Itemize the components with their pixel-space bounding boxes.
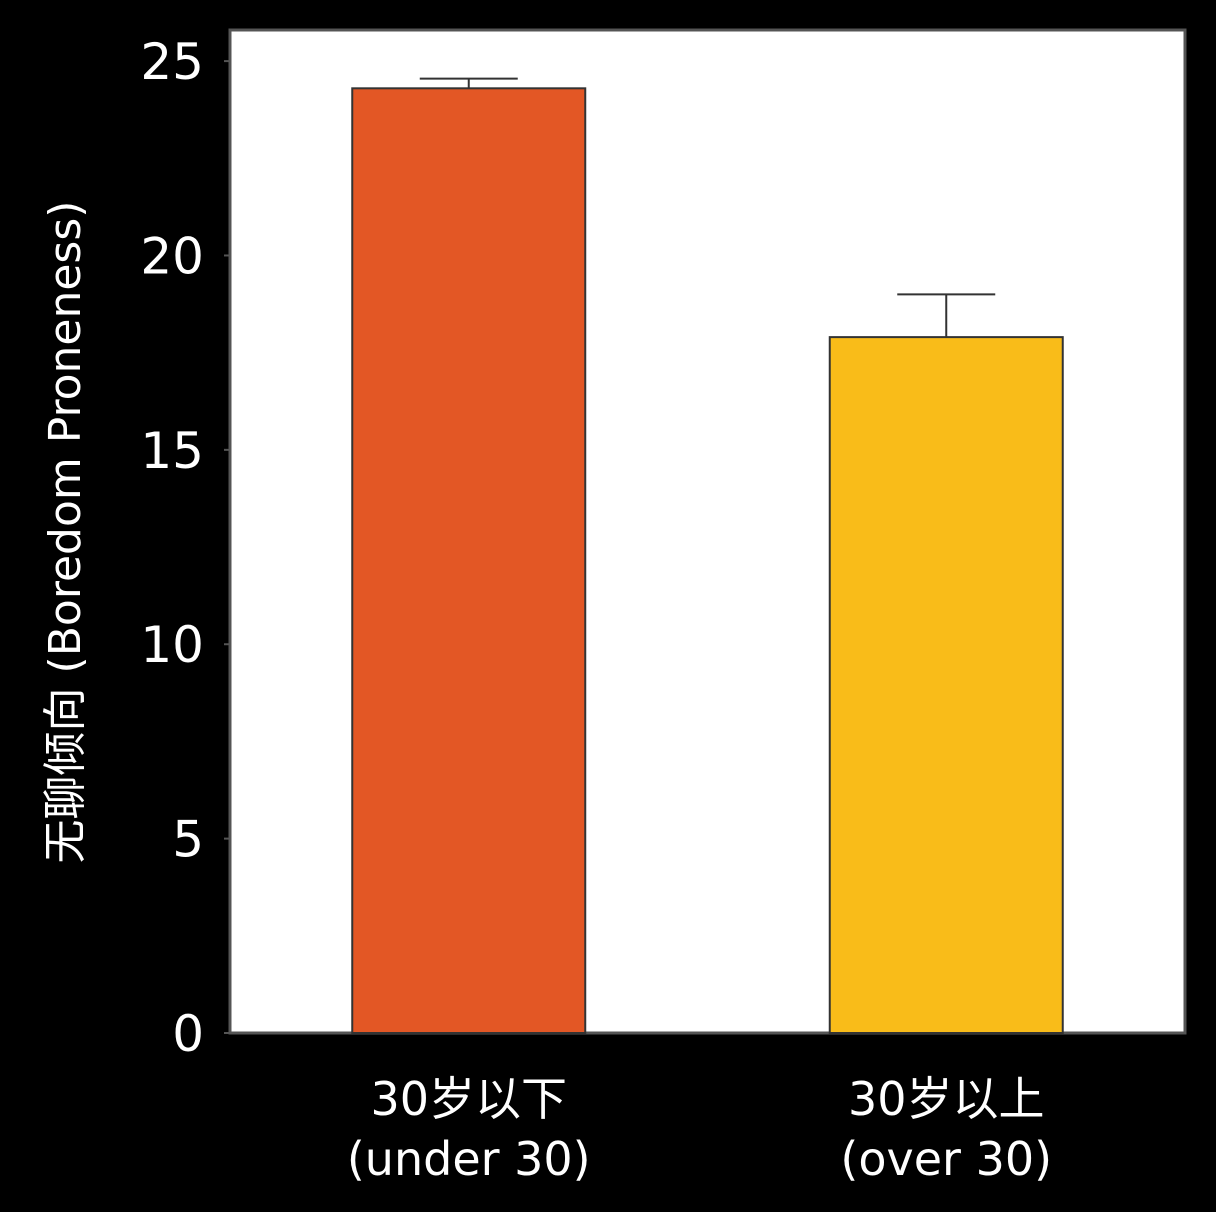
y-tick-label: 0 <box>172 1005 204 1063</box>
y-tick-label: 10 <box>140 616 204 674</box>
x-category-label-line1: 30岁以上 <box>848 1072 1045 1126</box>
y-tick-label: 15 <box>140 422 204 480</box>
bar <box>828 336 1064 1034</box>
y-tick-label: 20 <box>140 227 204 285</box>
y-tick-label: 5 <box>172 811 204 869</box>
y-axis-label: 无聊倾向 (Boredom Proneness) <box>40 201 91 864</box>
y-tick-label: 25 <box>140 33 204 91</box>
bar <box>351 87 587 1034</box>
bars <box>351 77 1064 1034</box>
x-category-label-line2: (over 30) <box>840 1132 1052 1186</box>
x-category-label-line2: (under 30) <box>347 1132 591 1186</box>
y-axis-ticks: 0 5 10 15 20 25 <box>140 33 230 1063</box>
x-category-label-line1: 30岁以下 <box>370 1072 567 1126</box>
x-axis-category-labels: 30岁以下 (under 30) 30岁以上 (over 30) <box>347 1072 1052 1186</box>
